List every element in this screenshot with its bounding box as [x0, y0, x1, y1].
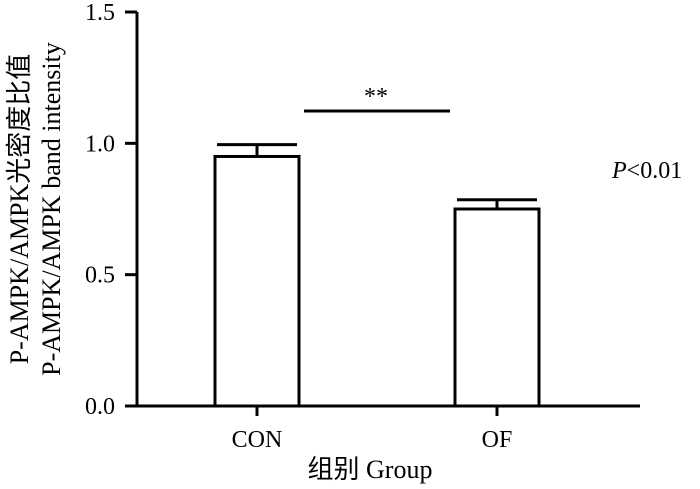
bar-con: [213, 154, 301, 408]
x-tick-label-of: OF: [482, 427, 513, 453]
y-tick-label: 0.5: [85, 263, 115, 289]
x-axis-title: 组别 Group: [308, 455, 433, 484]
y-tick-label: 1.0: [85, 131, 115, 157]
y-tick-label: 1.5: [85, 0, 115, 26]
p-value-symbol: P: [611, 158, 627, 184]
x-tick-label-con: CON: [232, 427, 283, 453]
bars: [213, 154, 541, 408]
y-axis-ticks: 0.0 0.5 1.0 1.5: [85, 0, 137, 420]
p-value-threshold: <0.01: [627, 158, 683, 184]
error-bars: [217, 143, 537, 209]
y-axis-title-line2: P-AMPK/AMPK band intensity: [37, 42, 66, 376]
y-tick-label: 0.0: [85, 394, 115, 420]
y-axis-title-line1: P-AMPK/AMPK光密度比值: [5, 54, 34, 365]
bar-of: [453, 207, 541, 408]
p-value-annotation: P<0.01: [611, 158, 682, 184]
significance-stars: **: [364, 84, 388, 110]
x-axis-labels: CON OF: [232, 406, 513, 453]
